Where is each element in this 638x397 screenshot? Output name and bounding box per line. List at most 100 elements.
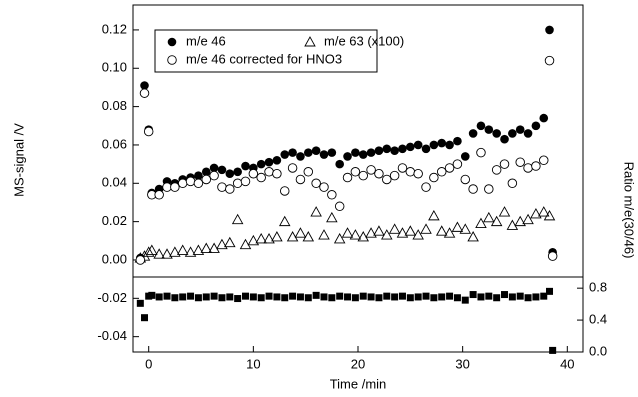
point: [226, 293, 234, 301]
point: [141, 314, 149, 322]
point: [475, 217, 487, 229]
point: [264, 167, 274, 177]
point: [210, 292, 218, 300]
x-axis-label: Time /min: [330, 376, 387, 391]
point: [421, 144, 431, 154]
point: [413, 168, 423, 179]
point: [187, 292, 195, 300]
point: [397, 163, 408, 173]
point: [311, 178, 321, 189]
point: [490, 215, 503, 227]
legend-marker: [304, 36, 316, 47]
point: [493, 294, 501, 302]
point: [546, 287, 554, 295]
point: [335, 159, 344, 169]
point: [373, 225, 385, 236]
point: [194, 294, 202, 302]
point: [142, 246, 155, 257]
point: [232, 178, 243, 189]
point: [388, 223, 401, 234]
point: [272, 168, 282, 179]
point: [443, 227, 456, 238]
point: [177, 178, 188, 189]
y-tick-label: 0.06: [102, 136, 127, 151]
point: [437, 138, 447, 148]
point: [414, 293, 422, 301]
y-tick-label: 0.02: [102, 213, 127, 228]
point: [176, 244, 189, 255]
point: [357, 231, 369, 242]
point: [429, 140, 439, 150]
point: [429, 172, 439, 183]
point: [358, 150, 368, 159]
point: [271, 231, 283, 242]
point: [514, 215, 526, 227]
point: [170, 182, 180, 192]
point: [390, 146, 399, 156]
point: [445, 140, 454, 150]
point: [540, 292, 548, 300]
point: [516, 292, 524, 300]
point: [515, 125, 525, 134]
point: [320, 293, 328, 301]
point: [406, 294, 414, 302]
point: [539, 113, 549, 123]
point: [169, 246, 181, 257]
legend-label: m/e 46: [186, 33, 226, 48]
point: [143, 126, 154, 137]
point: [467, 231, 479, 242]
point: [539, 155, 549, 166]
point: [381, 229, 393, 240]
point: [484, 125, 494, 134]
point: [153, 248, 165, 259]
point: [451, 221, 464, 232]
point: [501, 291, 509, 299]
point: [389, 170, 400, 181]
point: [239, 238, 252, 250]
point: [193, 178, 204, 189]
point: [530, 208, 542, 219]
point: [435, 225, 448, 236]
point: [162, 182, 172, 192]
point: [499, 159, 510, 169]
point: [492, 129, 501, 138]
point: [286, 231, 299, 242]
point: [428, 209, 440, 221]
point: [358, 170, 368, 181]
y-tick-label: 0.12: [102, 21, 127, 36]
point: [179, 293, 187, 301]
point: [289, 292, 297, 300]
point: [148, 291, 156, 299]
point: [343, 152, 352, 161]
point: [506, 219, 519, 230]
point: [333, 232, 346, 244]
point: [247, 234, 260, 246]
point: [310, 206, 322, 217]
point: [255, 232, 267, 244]
point: [302, 231, 315, 242]
point: [375, 294, 383, 302]
point: [366, 148, 376, 157]
point: [233, 167, 242, 177]
point: [452, 159, 463, 169]
point: [135, 255, 146, 265]
point: [256, 172, 266, 183]
point: [483, 211, 495, 223]
y-tick-label: -0.02: [97, 290, 127, 305]
point: [217, 182, 227, 192]
point: [184, 246, 197, 257]
point: [278, 215, 291, 227]
legend-box: [154, 29, 378, 73]
point: [241, 161, 250, 171]
point: [461, 296, 469, 304]
point: [201, 167, 211, 177]
x-tick-label: 40: [560, 356, 574, 371]
point: [476, 121, 486, 131]
point: [280, 150, 290, 159]
point: [344, 293, 352, 301]
point: [304, 294, 312, 302]
point: [256, 159, 266, 169]
point: [522, 213, 534, 225]
y2-tick-label: 0.8: [589, 280, 607, 295]
